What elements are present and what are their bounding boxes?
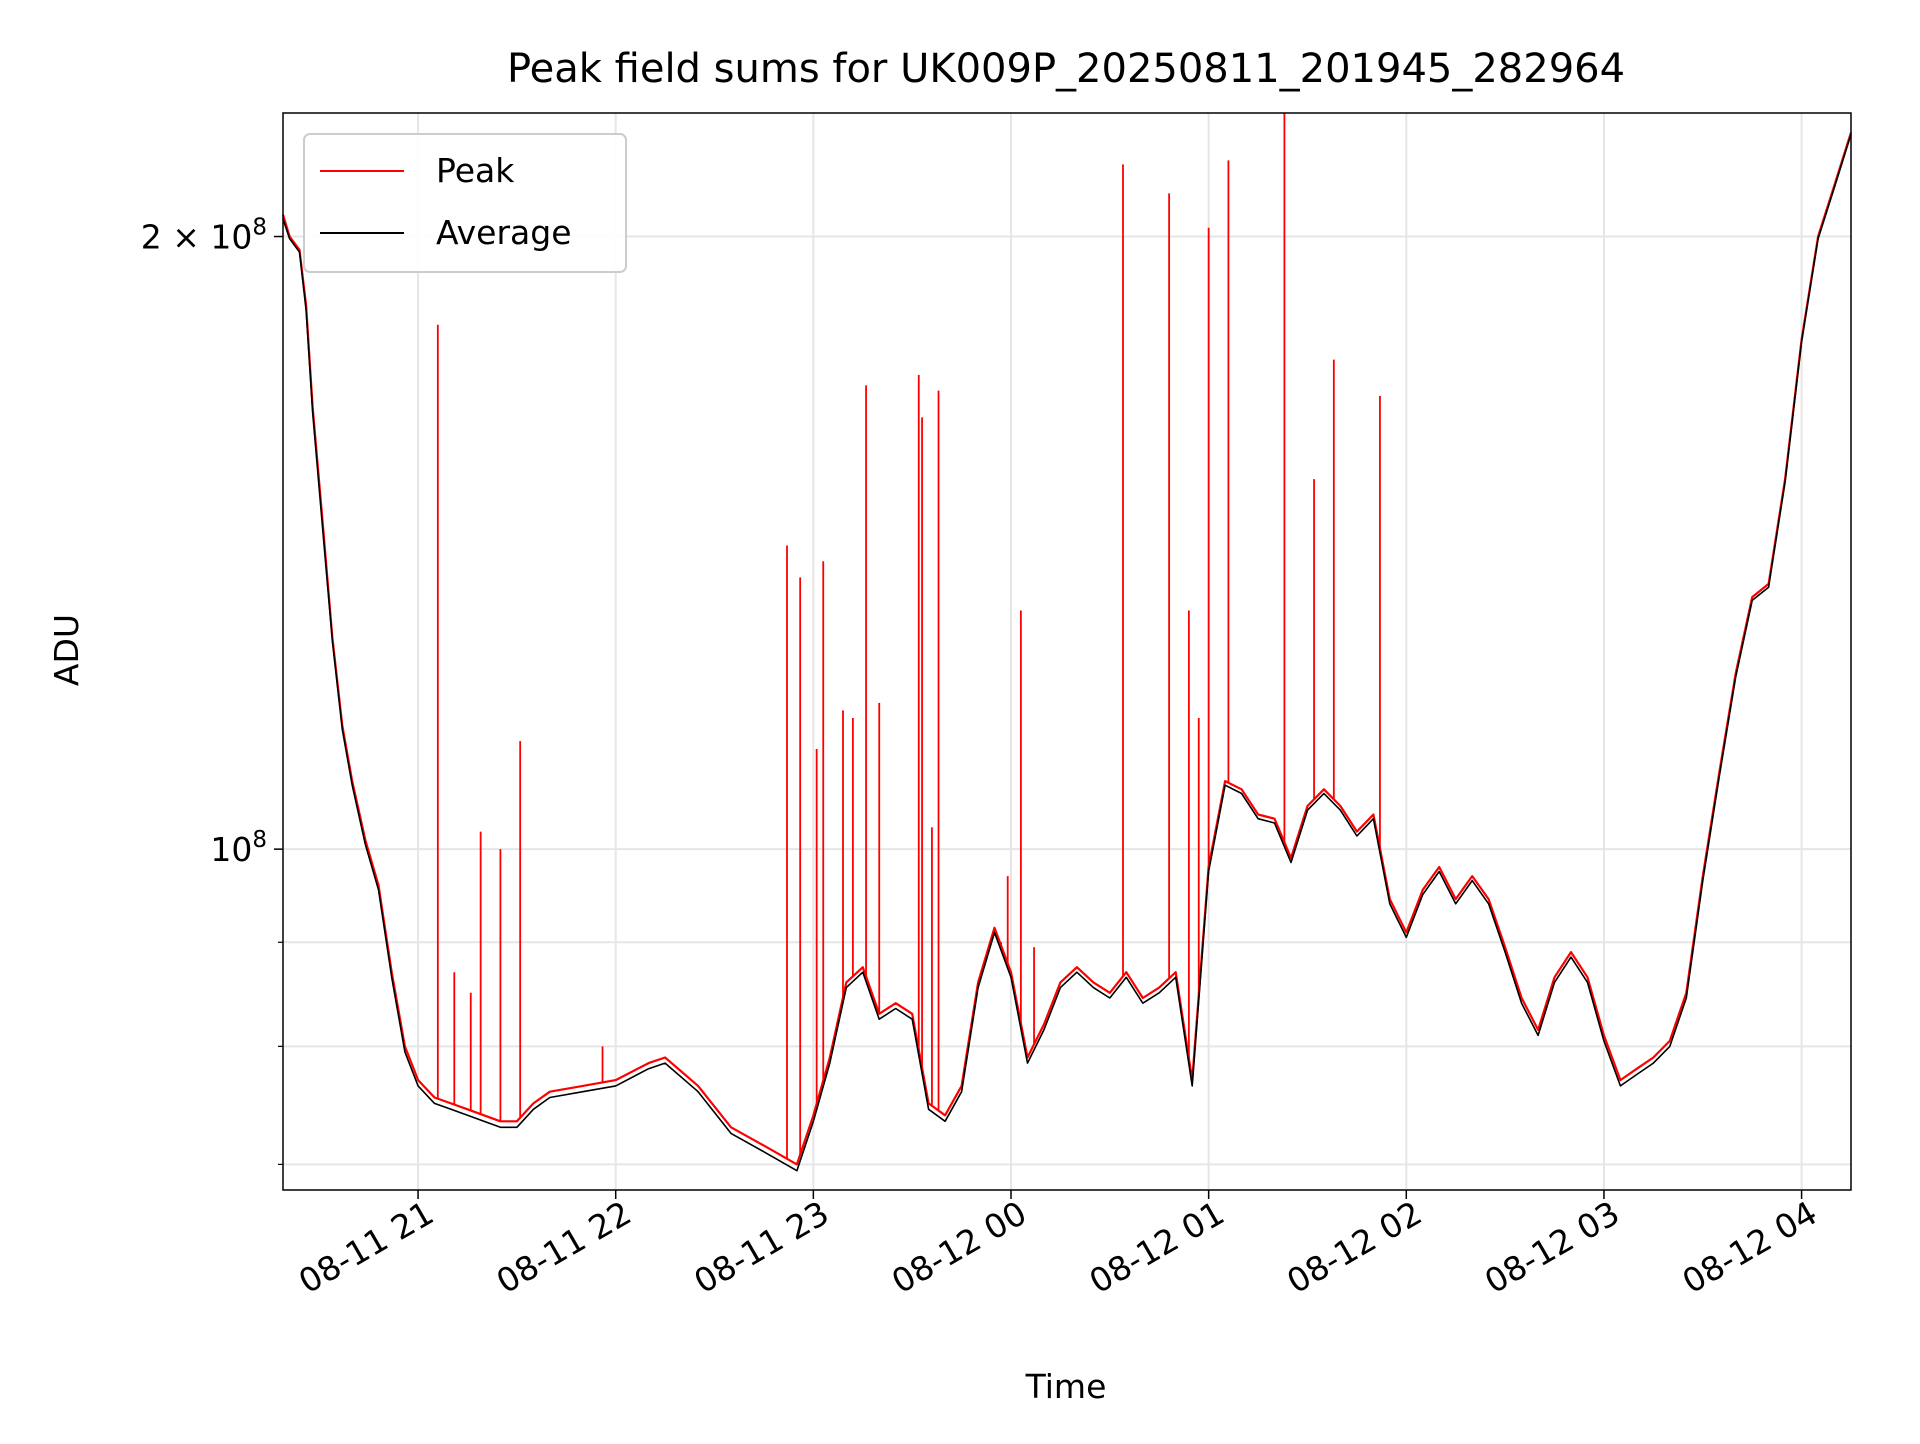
legend-box xyxy=(303,133,627,273)
grid-layer xyxy=(283,113,1851,1190)
plot-frame xyxy=(282,112,1852,1191)
y-axis-label: ADU xyxy=(47,614,86,686)
series-line-average xyxy=(282,134,1852,1172)
y-tick-label: 108 xyxy=(210,827,267,869)
chart-title: Peak field sums for UK009P_20250811_2019… xyxy=(507,46,1625,92)
legend-label-average: Average xyxy=(436,213,572,252)
legend: Peak Average xyxy=(303,133,627,273)
y-tick-label: 2 × 108 xyxy=(141,215,267,257)
series-line-peak xyxy=(281,132,1853,1166)
legend-label-peak: Peak xyxy=(436,151,515,190)
x-axis-label: Time xyxy=(1025,1367,1107,1406)
series-layer xyxy=(281,113,1853,1172)
